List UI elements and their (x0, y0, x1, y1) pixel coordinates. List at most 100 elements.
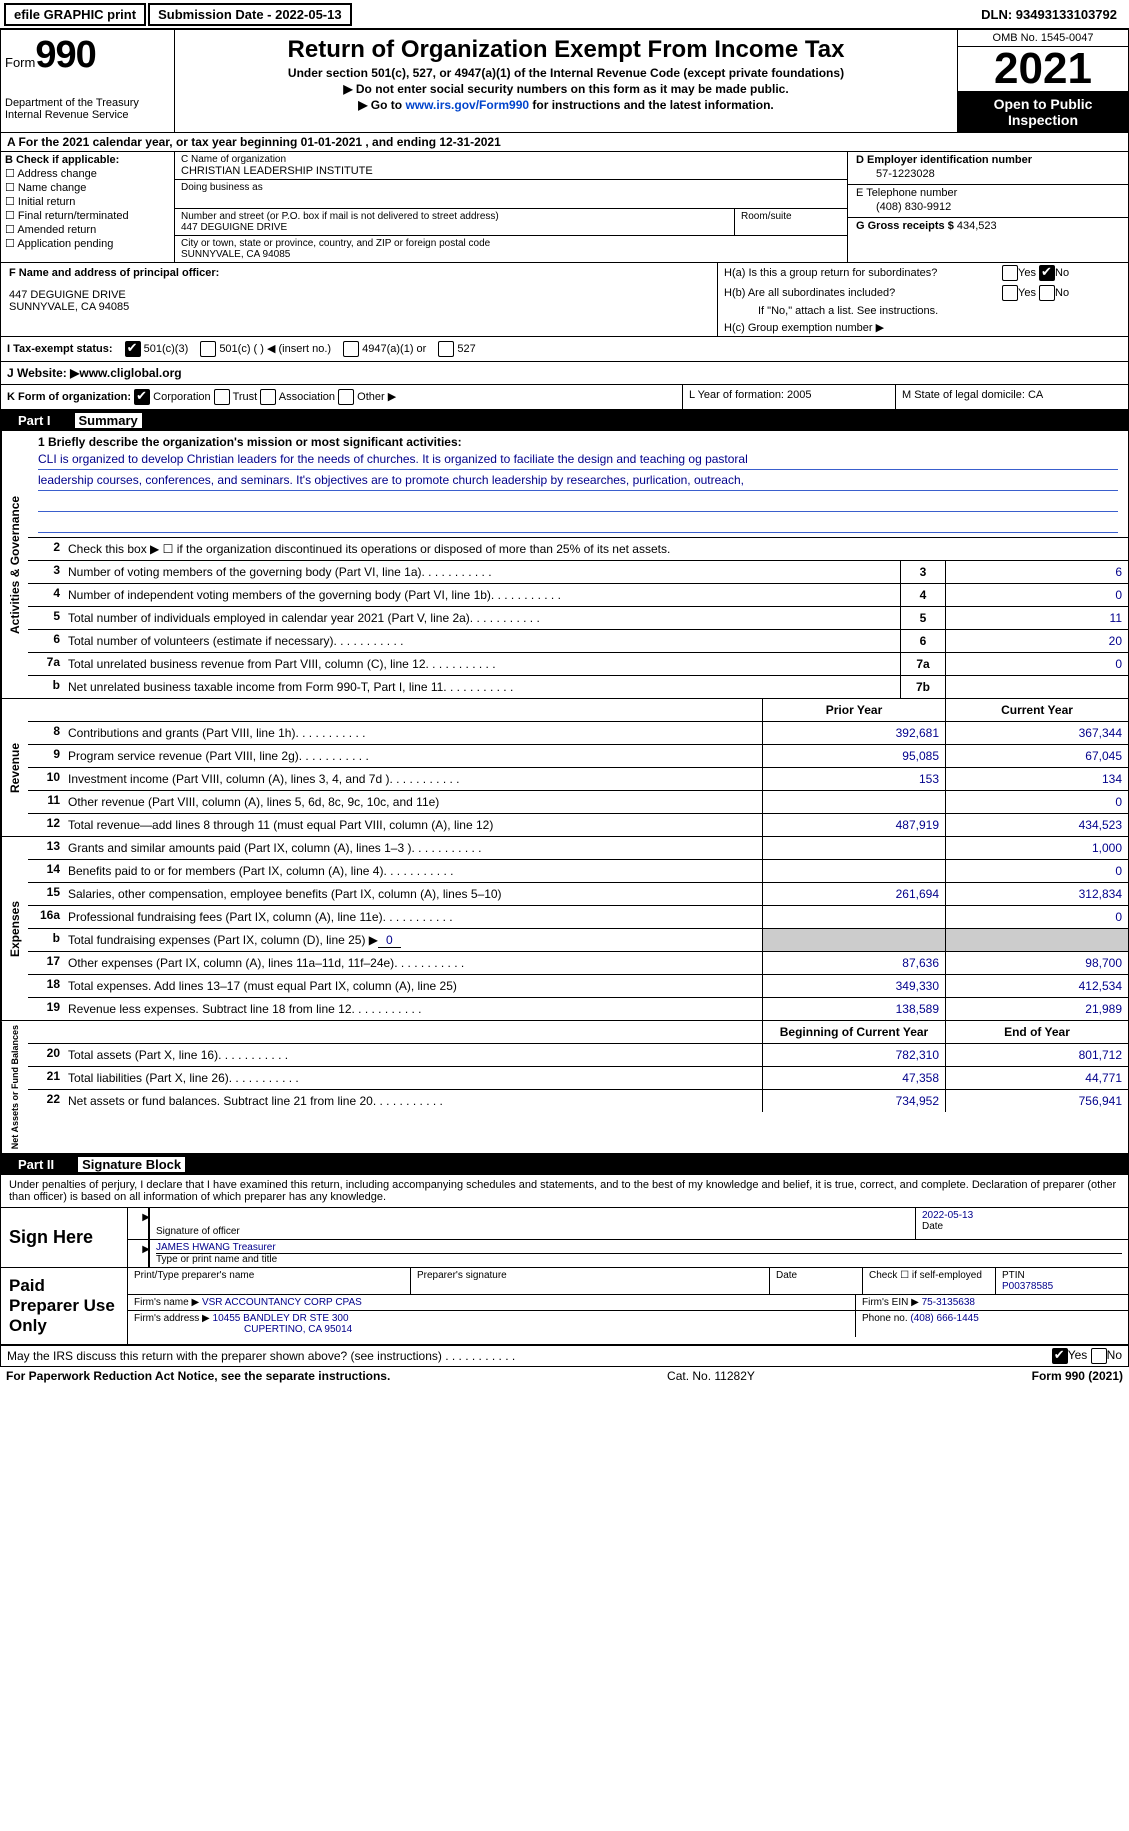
cb-corp[interactable] (134, 389, 150, 405)
l19-p: 138,589 (762, 998, 945, 1020)
l15-p: 261,694 (762, 883, 945, 905)
prep-addr-label: Firm's address ▶ (134, 1313, 210, 1324)
side-governance: Activities & Governance (1, 431, 28, 698)
ptin-value: P00378585 (1002, 1281, 1053, 1292)
l21-p: 47,358 (762, 1067, 945, 1089)
l20-c: 801,712 (945, 1044, 1128, 1066)
cb-4947[interactable] (343, 341, 359, 357)
cb-app-pending[interactable]: ☐ Application pending (5, 237, 170, 250)
prep-firm-label: Firm's name ▶ (134, 1297, 199, 1308)
row-j-website: J Website: ▶ www.cliglobal.org (0, 362, 1129, 385)
cb-final-return[interactable]: ☐ Final return/terminated (5, 209, 170, 222)
l20-desc: Total assets (Part X, line 16) (64, 1044, 762, 1066)
hb-yes[interactable] (1002, 285, 1018, 301)
prep-check-label: Check ☐ if self-employed (863, 1268, 996, 1295)
prep-addr1: 10455 BANDLEY DR STE 300 (213, 1313, 349, 1324)
prep-ein-label: Firm's EIN ▶ (862, 1297, 919, 1308)
l8-p: 392,681 (762, 722, 945, 744)
cb-initial-return[interactable]: ☐ Initial return (5, 195, 170, 208)
gross-label: G Gross receipts $ (856, 220, 954, 232)
l17-desc: Other expenses (Part IX, column (A), lin… (64, 952, 762, 974)
l19-desc: Revenue less expenses. Subtract line 18 … (64, 998, 762, 1020)
tax-year: 2021 (958, 47, 1128, 92)
ha-label: H(a) Is this a group return for subordin… (724, 267, 1002, 279)
l18-c: 412,534 (945, 975, 1128, 997)
l10-c: 134 (945, 768, 1128, 790)
discuss-no[interactable] (1091, 1348, 1107, 1364)
prep-name-label: Print/Type preparer's name (128, 1268, 411, 1295)
l9-p: 95,085 (762, 745, 945, 767)
cb-address-change[interactable]: ☐ Address change (5, 167, 170, 180)
l7a-num: 7a (900, 653, 945, 675)
m-state: M State of legal domicile: CA (896, 385, 1128, 409)
hb-no[interactable] (1039, 285, 1055, 301)
cb-trust[interactable] (214, 389, 230, 405)
l22-c: 756,941 (945, 1090, 1128, 1112)
l16a-desc: Professional fundraising fees (Part IX, … (64, 906, 762, 928)
l11-c: 0 (945, 791, 1128, 813)
ha-no[interactable] (1039, 265, 1055, 281)
ptin-label: PTIN (1002, 1270, 1025, 1281)
efile-print[interactable]: efile GRAPHIC print (4, 3, 146, 26)
cb-501c[interactable] (200, 341, 216, 357)
l10-p: 153 (762, 768, 945, 790)
discuss-yes[interactable] (1052, 1348, 1068, 1364)
l7a-desc: Total unrelated business revenue from Pa… (64, 653, 900, 675)
l12-c: 434,523 (945, 814, 1128, 836)
j-label: J Website: ▶ (7, 366, 79, 380)
l13-desc: Grants and similar amounts paid (Part IX… (64, 837, 762, 859)
l6-val: 20 (945, 630, 1128, 652)
col-prior: Prior Year (762, 699, 945, 721)
page-footer: For Paperwork Reduction Act Notice, see … (0, 1367, 1129, 1385)
l14-p (762, 860, 945, 882)
col-eoy: End of Year (945, 1021, 1128, 1043)
ha-yes[interactable] (1002, 265, 1018, 281)
l18-p: 349,330 (762, 975, 945, 997)
line2-desc: Check this box ▶ ☐ if the organization d… (64, 538, 1128, 560)
cb-other[interactable] (338, 389, 354, 405)
form-number: 990 (35, 34, 95, 76)
irs-label: Internal Revenue Service (5, 109, 170, 121)
cb-amended[interactable]: ☐ Amended return (5, 223, 170, 236)
footer-form: Form 990 (2021) (1032, 1369, 1123, 1383)
l14-c: 0 (945, 860, 1128, 882)
part1-header: Part I Summary (0, 410, 1129, 431)
l16a-p (762, 906, 945, 928)
l3-desc: Number of voting members of the governin… (64, 561, 900, 583)
irs-link[interactable]: www.irs.gov/Form990 (405, 98, 529, 112)
cb-501c3[interactable] (125, 341, 141, 357)
l15-desc: Salaries, other compensation, employee b… (64, 883, 762, 905)
l16b-val: 0 (378, 933, 401, 948)
ein-label: D Employer identification number (856, 154, 1120, 166)
l11-p (762, 791, 945, 813)
form-subtitle: Under section 501(c), 527, or 4947(a)(1)… (183, 66, 949, 80)
l7b-num: 7b (900, 676, 945, 698)
prep-phone-label: Phone no. (862, 1313, 908, 1324)
footer-left: For Paperwork Reduction Act Notice, see … (6, 1369, 390, 1383)
cb-527[interactable] (438, 341, 454, 357)
l5-val: 11 (945, 607, 1128, 629)
sig-name-label: Type or print name and title (156, 1254, 1122, 1265)
org-name: CHRISTIAN LEADERSHIP INSTITUTE (181, 165, 841, 177)
cb-name-change[interactable]: ☐ Name change (5, 181, 170, 194)
l12-p: 487,919 (762, 814, 945, 836)
prep-phone: (408) 666-1445 (910, 1313, 978, 1324)
l16b-p (762, 929, 945, 951)
part2-title: Signature Block (78, 1157, 185, 1172)
l3-num: 3 (900, 561, 945, 583)
l21-c: 44,771 (945, 1067, 1128, 1089)
side-expenses: Expenses (1, 837, 28, 1020)
note-ssn: ▶ Do not enter social security numbers o… (183, 82, 949, 96)
c-name-label: C Name of organization (181, 154, 841, 165)
l5-desc: Total number of individuals employed in … (64, 607, 900, 629)
l21-desc: Total liabilities (Part X, line 26) (64, 1067, 762, 1089)
cb-assoc[interactable] (260, 389, 276, 405)
f-label: F Name and address of principal officer: (9, 267, 709, 279)
sig-date-label: Date (922, 1221, 1122, 1232)
side-netassets: Net Assets or Fund Balances (1, 1021, 28, 1153)
l13-p (762, 837, 945, 859)
l22-desc: Net assets or fund balances. Subtract li… (64, 1090, 762, 1112)
l9-c: 67,045 (945, 745, 1128, 767)
l13-c: 1,000 (945, 837, 1128, 859)
l15-c: 312,834 (945, 883, 1128, 905)
